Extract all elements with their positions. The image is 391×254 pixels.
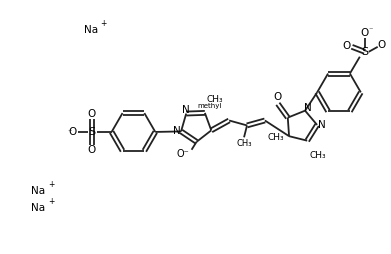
Text: N: N xyxy=(182,105,190,115)
Text: O: O xyxy=(361,28,369,38)
Text: N: N xyxy=(173,126,181,136)
Text: CH₃: CH₃ xyxy=(268,133,285,142)
Text: O: O xyxy=(378,40,386,50)
Text: O: O xyxy=(88,145,96,155)
Text: N: N xyxy=(318,120,326,130)
Text: O: O xyxy=(88,109,96,119)
Text: +: + xyxy=(48,180,54,189)
Text: O: O xyxy=(274,92,282,102)
Text: ⁻: ⁻ xyxy=(68,128,72,136)
Text: O: O xyxy=(343,41,351,51)
Text: S: S xyxy=(88,127,95,137)
Text: N: N xyxy=(304,103,312,113)
Text: Na: Na xyxy=(84,25,98,35)
Text: O: O xyxy=(69,127,77,137)
Text: Na: Na xyxy=(31,186,45,196)
Text: Na: Na xyxy=(31,203,45,213)
Text: methyl: methyl xyxy=(198,103,222,109)
Text: +: + xyxy=(100,19,107,28)
Text: CH₃: CH₃ xyxy=(236,139,252,148)
Text: +: + xyxy=(48,197,54,206)
Text: CH₃: CH₃ xyxy=(309,151,326,160)
Text: S: S xyxy=(361,47,368,57)
Text: O⁻: O⁻ xyxy=(177,149,190,159)
Text: ⁻: ⁻ xyxy=(369,25,373,35)
Text: CH₃: CH₃ xyxy=(207,95,224,104)
